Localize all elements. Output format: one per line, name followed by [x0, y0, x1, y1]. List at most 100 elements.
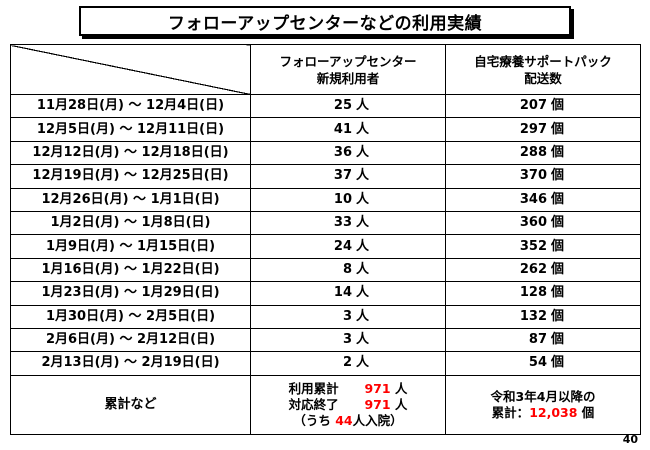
summary-label: 累計など: [10, 374, 251, 435]
packs-value: 54: [528, 355, 547, 371]
table-row: 1月2日(月) ～ 1月8日(日) 33 人 360 個: [10, 210, 641, 236]
summary-row: 累計など 利用累計 971 人 対応終了 971 人 （うち 44人入院） 令和3年…: [10, 374, 641, 435]
users-unit: 人: [356, 261, 370, 277]
period-cell: 2月13日(月) ～ 2月19日(日): [10, 351, 251, 376]
packs-value: 346: [519, 191, 547, 207]
users-value: 33: [333, 215, 352, 231]
users-value: 10: [333, 191, 352, 207]
table-header-row: フォローアップセンター 新規利用者 自宅療養サポートパック 配送数: [10, 44, 641, 95]
packs-cell: 288 個: [445, 140, 641, 166]
packs-unit: 個: [551, 168, 565, 184]
summary-pack-unit: 個: [581, 404, 595, 420]
period-cell: 12月26日(月) ～ 1月1日(日): [10, 187, 251, 212]
packs-value: 288: [519, 144, 547, 160]
users-cell: 36 人: [250, 140, 446, 166]
usage-table: フォローアップセンター 新規利用者 自宅療養サポートパック 配送数 11月28日…: [10, 44, 641, 435]
users-cell: 24 人: [250, 234, 446, 259]
period-text: 1月23日(月) ～ 1月29日(日): [41, 285, 220, 301]
packs-unit: 個: [551, 308, 565, 324]
users-value: 3: [342, 308, 352, 324]
table-row: 1月23日(月) ～ 1月29日(日) 14 人 128 個: [10, 281, 641, 306]
users-value: 8: [342, 261, 352, 277]
packs-cell: 262 個: [445, 257, 641, 283]
header-followup-line2: 新規利用者: [316, 70, 380, 86]
users-cell: 33 人: [250, 210, 446, 236]
packs-value: 370: [519, 168, 547, 184]
packs-cell: 352 個: [445, 234, 641, 259]
users-cell: 14 人: [250, 281, 446, 306]
users-cell: 37 人: [250, 164, 446, 189]
users-value: 36: [333, 144, 352, 160]
packs-unit: 個: [551, 121, 565, 137]
packs-value: 352: [519, 238, 547, 254]
summary-done-value: 971: [364, 396, 391, 412]
summary-total-unit: 人: [394, 380, 408, 396]
users-value: 24: [333, 238, 352, 254]
header-followup-users: フォローアップセンター 新規利用者: [250, 44, 446, 95]
summary-packs-cell: 令和3年4月以降の 累計：12,038 個: [445, 374, 641, 435]
summary-hosp-suffix: 人入院）: [352, 412, 403, 428]
summary-users-cell: 利用累計 971 人 対応終了 971 人 （うち 44人入院）: [250, 374, 446, 435]
summary-total-value: 971: [364, 380, 391, 396]
table-row: 12月19日(月) ～ 12月25日(日) 37 人 370 個: [10, 164, 641, 189]
packs-unit: 個: [551, 144, 565, 160]
users-unit: 人: [356, 98, 370, 114]
summary-hosp-prefix: （うち: [293, 412, 331, 428]
summary-hosp-value: 44: [335, 412, 353, 428]
packs-value: 360: [519, 215, 547, 231]
packs-unit: 個: [551, 261, 565, 277]
period-text: 2月13日(月) ～ 2月19日(日): [41, 355, 220, 371]
packs-unit: 個: [551, 355, 565, 371]
users-unit: 人: [356, 191, 370, 207]
period-text: 1月16日(月) ～ 1月22日(日): [41, 261, 220, 277]
users-value: 3: [342, 332, 352, 348]
period-text: 1月9日(月) ～ 1月15日(日): [45, 238, 216, 254]
table-row: 1月16日(月) ～ 1月22日(日) 8 人 262 個: [10, 257, 641, 283]
header-packs-line2: 配送数: [524, 70, 562, 86]
summary-pack-line2: 累計：12,038 個: [446, 405, 640, 421]
users-value: 2: [342, 355, 352, 371]
summary-hosp-line: （うち 44人入院）: [251, 413, 445, 429]
users-unit: 人: [356, 355, 370, 371]
summary-done-unit: 人: [394, 396, 408, 412]
page-title: フォローアップセンターなどの利用実績: [79, 6, 571, 36]
packs-value: 128: [519, 285, 547, 301]
table-row: 12月12日(月) ～ 12月18日(日) 36 人 288 個: [10, 140, 641, 166]
packs-cell: 54 個: [445, 351, 641, 376]
packs-cell: 87 個: [445, 327, 641, 353]
table-row: 2月13日(月) ～ 2月19日(日) 2 人 54 個: [10, 351, 641, 376]
packs-cell: 346 個: [445, 187, 641, 212]
summary-pack-label: 累計：: [491, 404, 530, 420]
period-cell: 1月30日(月) ～ 2月5日(日): [10, 304, 251, 329]
table-row: 12月5日(月) ～ 12月11日(日) 41 人 297 個: [10, 117, 641, 142]
period-cell: 2月6日(月) ～ 2月12日(日): [10, 327, 251, 353]
packs-value: 87: [528, 332, 547, 348]
packs-unit: 個: [551, 191, 565, 207]
period-cell: 1月2日(月) ～ 1月8日(日): [10, 210, 251, 236]
packs-value: 207: [519, 98, 547, 114]
header-followup-line1: フォローアップセンター: [279, 53, 417, 69]
users-unit: 人: [356, 332, 370, 348]
period-cell: 11月28日(月) ～ 12月4日(日): [10, 93, 251, 119]
period-cell: 12月5日(月) ～ 12月11日(日): [10, 117, 251, 142]
users-cell: 41 人: [250, 117, 446, 142]
users-unit: 人: [356, 121, 370, 137]
period-cell: 1月23日(月) ～ 1月29日(日): [10, 281, 251, 306]
summary-done-line: 対応終了 971 人: [251, 397, 445, 413]
users-value: 14: [333, 285, 352, 301]
period-text: 1月2日(月) ～ 1月8日(日): [50, 215, 211, 231]
packs-value: 297: [519, 121, 547, 137]
summary-total-line: 利用累計 971 人: [251, 381, 445, 397]
packs-cell: 132 個: [445, 304, 641, 329]
table-row: 11月28日(月) ～ 12月4日(日) 25 人 207 個: [10, 93, 641, 119]
packs-cell: 297 個: [445, 117, 641, 142]
summary-done-label: 対応終了: [288, 396, 339, 412]
period-text: 1月30日(月) ～ 2月5日(日): [45, 308, 216, 324]
page-number: 40: [622, 433, 638, 446]
packs-unit: 個: [551, 238, 565, 254]
packs-unit: 個: [551, 332, 565, 348]
users-value: 37: [333, 168, 352, 184]
users-value: 41: [333, 121, 352, 137]
